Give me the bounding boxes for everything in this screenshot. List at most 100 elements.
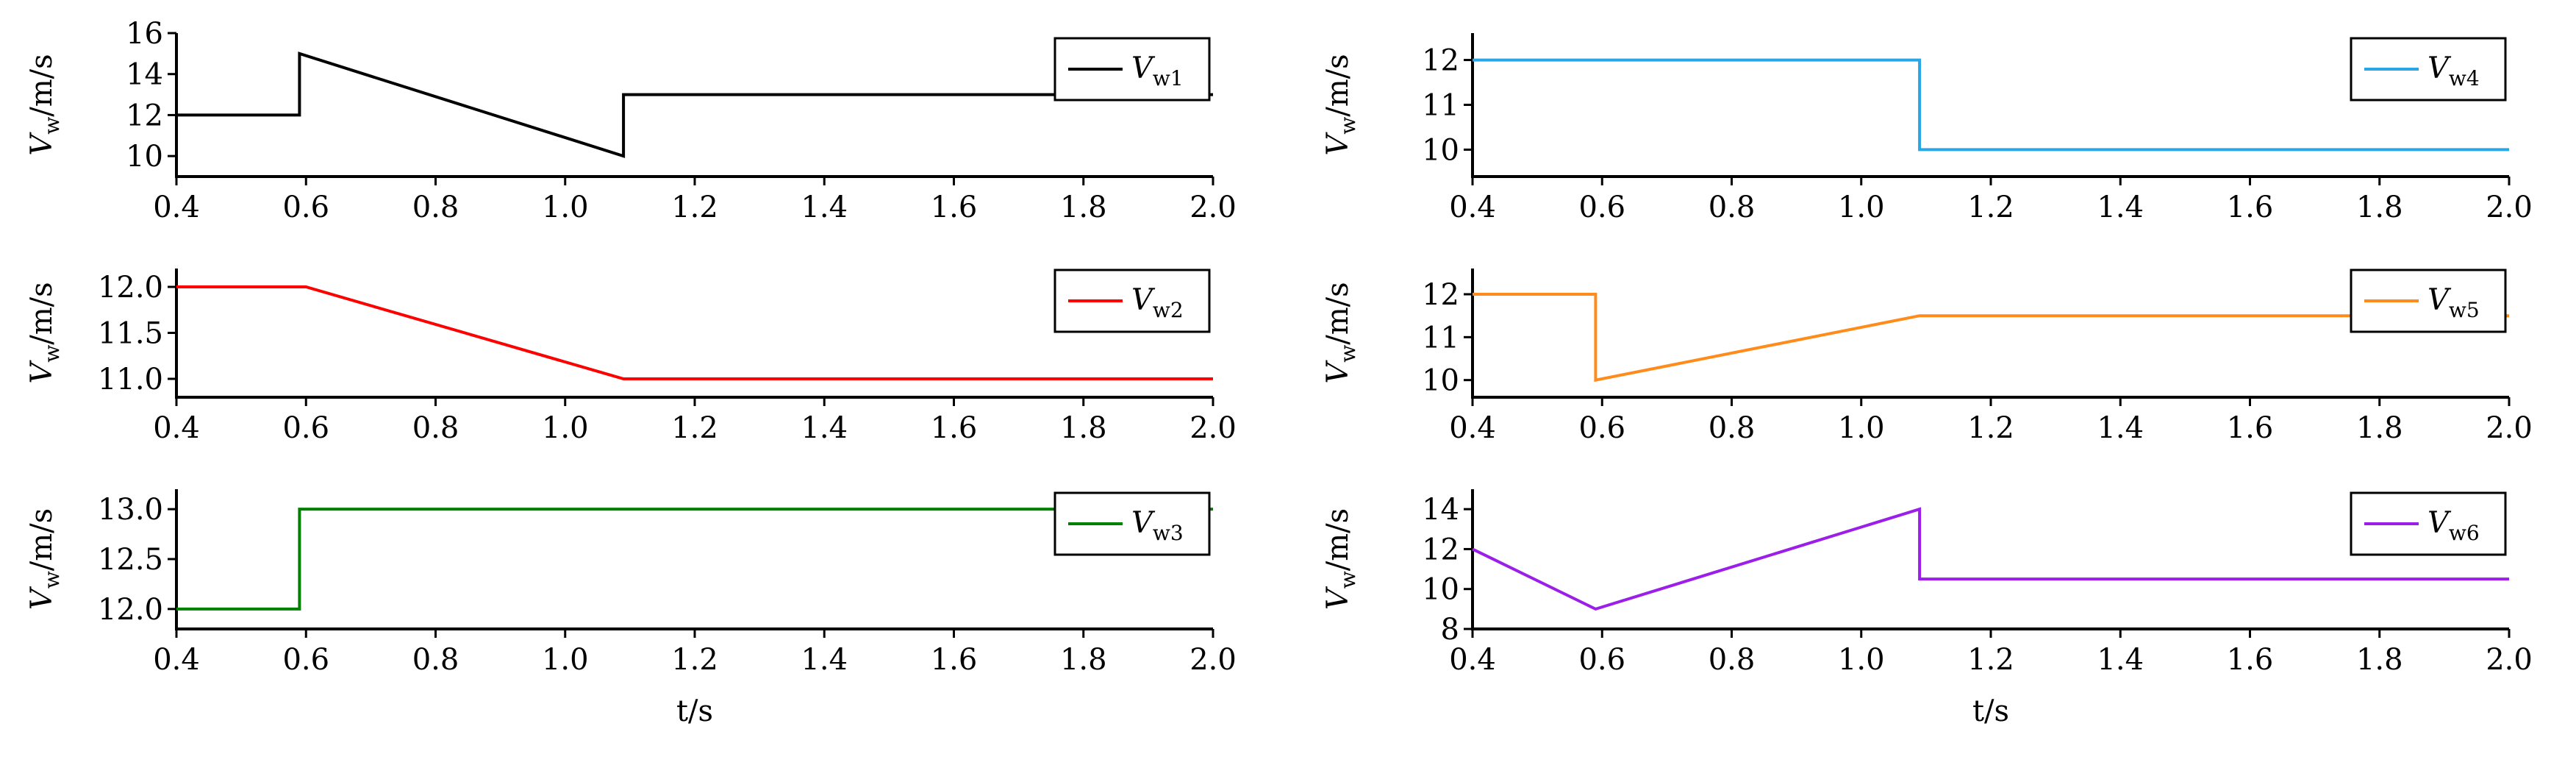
y-axis-title: Vw/m/s	[1321, 508, 1360, 610]
legend-label-sub: w3	[1153, 521, 1184, 545]
x-tick-label: 1.8	[2356, 643, 2403, 677]
y-tick-label: 11	[1422, 321, 1459, 355]
y-axis-title-unit: /m/s	[25, 508, 59, 571]
y-tick-label: 12	[126, 99, 163, 132]
y-axis-title-unit: /m/s	[1321, 54, 1355, 116]
series-line-w5	[1473, 293, 2509, 383]
y-tick-label: 16	[126, 17, 163, 51]
legend: Vw1	[1053, 37, 1211, 102]
legend-label: Vw5	[2427, 283, 2480, 322]
x-tick-label: 1.2	[671, 191, 718, 224]
y-tick-label: 10	[1422, 573, 1459, 607]
x-tick-label: 0.4	[1449, 411, 1496, 445]
x-tick-label: 0.4	[1449, 643, 1496, 677]
legend-label-main: V	[2427, 506, 2452, 540]
x-tick-label: 1.6	[2227, 643, 2274, 677]
y-axis-title-sub: w	[1336, 571, 1360, 589]
y-axis-title-main: V	[25, 132, 59, 156]
legend-label-sub: w2	[1153, 298, 1184, 322]
x-tick-label: 1.4	[801, 191, 848, 224]
x-tick-label: 0.8	[1709, 643, 1756, 677]
x-tick-label: 2.0	[2486, 411, 2533, 445]
y-tick-label: 10	[126, 140, 163, 174]
x-tick-label: 0.6	[1578, 643, 1625, 677]
x-tick-label: 0.6	[282, 643, 329, 677]
x-tick-label: 0.6	[1578, 411, 1625, 445]
y-axis-title-sub: w	[40, 345, 64, 363]
series-line-w6	[1472, 507, 2509, 611]
x-tick-label: 1.4	[2097, 643, 2144, 677]
y-axis-title-main: V	[1321, 132, 1355, 156]
y-tick-label: 11.0	[98, 363, 163, 397]
x-tick-label: 0.6	[1578, 191, 1625, 224]
x-tick-label: 0.4	[1449, 191, 1496, 224]
x-tick-label: 0.4	[153, 643, 200, 677]
legend-label: Vw4	[2427, 51, 2480, 90]
x-tick-label: 1.8	[1060, 411, 1107, 445]
x-tick-label: 1.0	[1838, 643, 1885, 677]
y-axis-title: Vw/m/s	[1321, 282, 1360, 383]
x-tick-label: 2.0	[1189, 191, 1237, 224]
panel-2: 0.4 0.6 0.8 1.0 1.2 1.4 1.6 1.8 2.0 11.0 11.5 12.0 V…	[25, 269, 1237, 445]
legend-label: Vw2	[1131, 283, 1184, 322]
legend-label-main: V	[1131, 51, 1156, 85]
y-axis-title-unit: /m/s	[25, 54, 59, 116]
panel-3: 0.4 0.6 0.8 1.0 1.2 1.4 1.6 1.8 2.0 12.0 12.5 13.0 V…	[25, 489, 1237, 728]
panel-6: 0.4 0.6 0.8 1.0 1.2 1.4 1.6 1.8 2.0 8 10 12 14 Vw/m/s…	[1321, 489, 2533, 728]
series-line-w1	[176, 51, 1213, 158]
y-tick-label: 12	[1422, 278, 1459, 312]
y-tick-label: 11	[1422, 89, 1459, 123]
y-tick-label: 12	[1422, 533, 1459, 566]
y-tick-label: 11.5	[98, 317, 163, 351]
legend-label-sub: w4	[2449, 66, 2480, 90]
legend-label: Vw3	[1131, 506, 1184, 545]
series-line-w3	[176, 508, 1213, 611]
y-axis-title-unit: /m/s	[25, 282, 59, 344]
x-tick-label: 1.6	[931, 191, 978, 224]
panel-1: 0.4 0.6 0.8 1.0 1.2 1.4 1.6 1.8 2.0 10 12 14 16 Vw/m/…	[25, 17, 1237, 224]
legend: Vw6	[2350, 491, 2507, 556]
y-axis-title-unit: /m/s	[1321, 282, 1355, 344]
y-axis-title-sub: w	[40, 571, 64, 589]
legend: Vw3	[1053, 491, 1211, 556]
x-tick-label: 0.4	[153, 411, 200, 445]
x-tick-label: 1.2	[1967, 643, 2014, 677]
x-tick-label: 0.8	[1709, 411, 1756, 445]
x-tick-label: 1.2	[1967, 411, 2014, 445]
y-tick-label: 8	[1441, 613, 1459, 647]
x-axis-title: t/s	[676, 694, 713, 728]
y-tick-label: 14	[126, 58, 163, 92]
legend: Vw2	[1053, 269, 1211, 333]
y-axis-title-sub: w	[1336, 345, 1360, 363]
legend-label-main: V	[1131, 506, 1156, 540]
x-tick-label: 1.6	[2227, 191, 2274, 224]
x-tick-label: 0.8	[1709, 191, 1756, 224]
x-tick-label: 0.6	[282, 411, 329, 445]
legend-label-main: V	[2427, 283, 2452, 317]
x-tick-label: 1.8	[1060, 643, 1107, 677]
y-axis-title-sub: w	[40, 117, 64, 135]
x-tick-label: 0.8	[412, 643, 459, 677]
legend-label: Vw6	[2427, 506, 2480, 545]
x-tick-label: 1.0	[542, 411, 589, 445]
legend-label-sub: w6	[2449, 521, 2480, 545]
x-tick-label: 1.2	[671, 643, 718, 677]
series-line-w4	[1473, 58, 2509, 152]
x-tick-label: 1.4	[801, 643, 848, 677]
x-tick-label: 1.2	[1967, 191, 2014, 224]
y-tick-label: 14	[1422, 493, 1459, 527]
x-tick-label: 2.0	[1189, 643, 1237, 677]
legend-label-main: V	[2427, 51, 2452, 85]
x-tick-label: 1.8	[2356, 411, 2403, 445]
x-tick-label: 0.8	[412, 411, 459, 445]
x-tick-label: 1.8	[2356, 191, 2403, 224]
x-tick-label: 1.6	[931, 643, 978, 677]
y-axis-title: Vw/m/s	[25, 54, 64, 155]
x-tick-label: 1.4	[2097, 411, 2144, 445]
y-axis-title: Vw/m/s	[25, 508, 64, 610]
y-tick-label: 12	[1422, 44, 1459, 78]
x-tick-label: 2.0	[2486, 191, 2533, 224]
x-tick-label: 1.0	[1838, 191, 1885, 224]
